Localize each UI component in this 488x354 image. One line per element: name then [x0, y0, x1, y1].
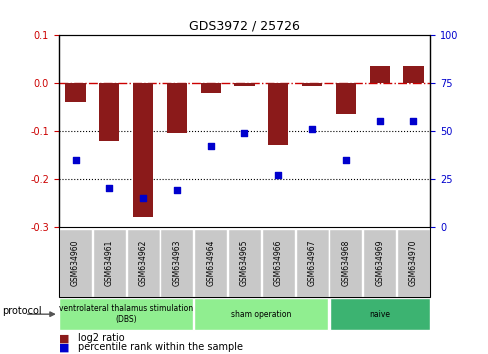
Text: ■: ■ — [59, 342, 69, 352]
Point — [375, 119, 383, 124]
Text: sham operation: sham operation — [231, 310, 291, 319]
Text: GSM634970: GSM634970 — [408, 240, 417, 286]
Bar — [166, 83, 187, 133]
Bar — [295, 229, 328, 297]
Bar — [93, 229, 125, 297]
Point — [240, 130, 248, 136]
Bar — [267, 83, 288, 145]
Bar — [335, 83, 355, 114]
Bar — [227, 229, 261, 297]
Bar — [329, 298, 429, 330]
Bar — [59, 298, 193, 330]
Text: GSM634965: GSM634965 — [240, 240, 248, 286]
Text: ■: ■ — [59, 333, 69, 343]
Bar — [328, 229, 362, 297]
Text: GSM634963: GSM634963 — [172, 240, 181, 286]
Bar — [59, 35, 429, 227]
Bar — [234, 83, 254, 86]
Text: protocol: protocol — [2, 306, 42, 316]
Bar — [126, 229, 160, 297]
Bar — [194, 298, 327, 330]
Bar — [396, 229, 429, 297]
Point — [408, 119, 416, 124]
Bar — [369, 67, 389, 83]
Title: GDS3972 / 25726: GDS3972 / 25726 — [189, 20, 299, 33]
Text: GSM634969: GSM634969 — [374, 240, 384, 286]
Text: ventrolateral thalamus stimulation
(DBS): ventrolateral thalamus stimulation (DBS) — [59, 304, 193, 324]
Text: GSM634968: GSM634968 — [341, 240, 349, 286]
Point — [139, 195, 147, 201]
Bar — [194, 229, 227, 297]
Text: log2 ratio: log2 ratio — [78, 333, 124, 343]
Bar — [160, 229, 193, 297]
Bar — [99, 83, 119, 141]
Point — [72, 157, 80, 162]
Text: GSM634967: GSM634967 — [307, 240, 316, 286]
Bar — [261, 229, 294, 297]
Text: GSM634962: GSM634962 — [139, 240, 147, 286]
Point — [206, 143, 214, 149]
Bar — [65, 83, 85, 102]
Text: percentile rank within the sample: percentile rank within the sample — [78, 342, 243, 352]
Bar — [363, 229, 395, 297]
Text: naive: naive — [368, 310, 389, 319]
Point — [105, 185, 113, 191]
Bar — [200, 83, 221, 93]
Point — [341, 157, 349, 162]
Text: GSM634961: GSM634961 — [104, 240, 114, 286]
Bar — [59, 229, 92, 297]
Point — [307, 126, 315, 132]
Text: GSM634960: GSM634960 — [71, 240, 80, 286]
Bar — [301, 83, 322, 86]
Text: GSM634964: GSM634964 — [206, 240, 215, 286]
Point — [274, 172, 282, 178]
Text: GSM634966: GSM634966 — [273, 240, 282, 286]
Bar — [403, 67, 423, 83]
Point — [173, 187, 181, 193]
Bar — [133, 83, 153, 217]
